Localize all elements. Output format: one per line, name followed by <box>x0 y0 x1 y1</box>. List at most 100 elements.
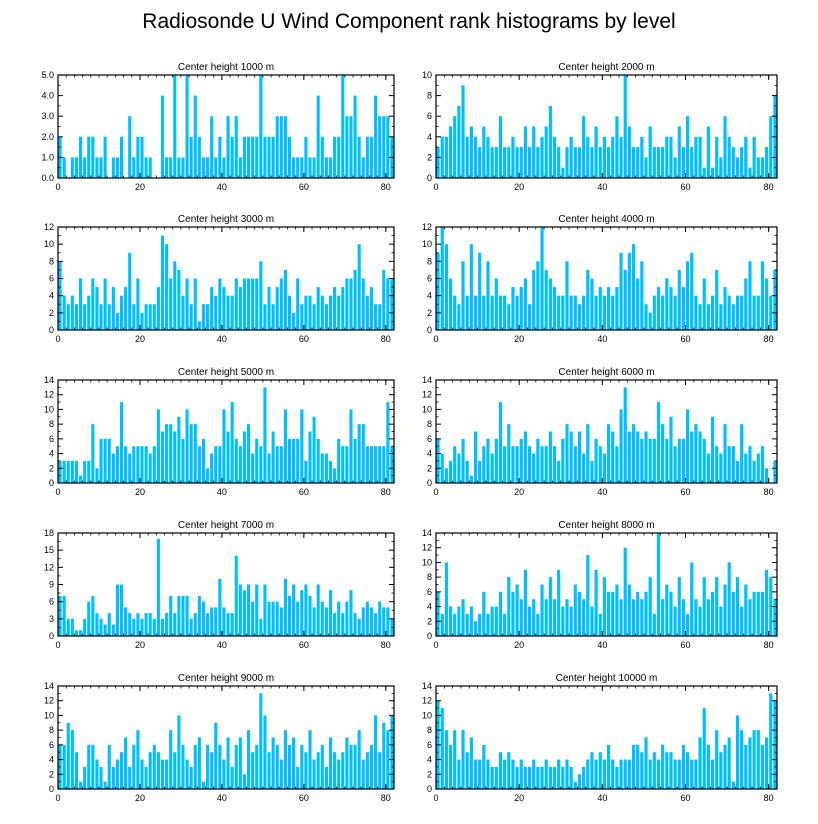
x-tick-label: 40 <box>217 793 227 803</box>
histogram-bar <box>686 261 690 330</box>
histogram-bar <box>283 730 287 789</box>
histogram-bar <box>132 304 136 330</box>
histogram-bar <box>615 116 619 178</box>
histogram-bar <box>144 613 148 636</box>
histogram-bar <box>710 591 715 636</box>
histogram-bar <box>453 613 457 636</box>
histogram-bar <box>210 116 214 178</box>
histogram-bar <box>238 157 242 178</box>
histogram-bar <box>552 766 557 789</box>
y-tick-label: 8 <box>427 572 432 582</box>
histogram-bar <box>744 136 748 178</box>
histogram-bar <box>279 607 283 636</box>
histogram-bar <box>548 766 552 789</box>
histogram-bar <box>152 744 156 789</box>
histogram-bar <box>341 446 345 483</box>
histogram-bar <box>66 304 70 330</box>
y-tick-label: 2 <box>49 769 54 779</box>
histogram-bar <box>607 147 611 178</box>
histogram-bar <box>765 737 769 789</box>
histogram-bar <box>669 416 673 483</box>
y-tick-label: 0 <box>49 478 54 488</box>
histogram-bar <box>498 402 503 483</box>
histogram-bar <box>210 287 214 330</box>
y-tick-label: 12 <box>422 696 432 706</box>
histogram-bar <box>598 446 602 483</box>
y-tick-label: 0 <box>49 631 54 641</box>
histogram-bar <box>328 295 333 330</box>
histogram-bar <box>706 599 710 636</box>
histogram-bar <box>74 460 78 483</box>
histogram-bar <box>661 424 665 483</box>
histogram-bar <box>230 402 234 483</box>
x-tick-label: 0 <box>55 793 60 803</box>
histogram-bar <box>582 453 586 483</box>
histogram-bar <box>748 737 752 789</box>
histogram-bar <box>623 75 627 178</box>
histogram-bar <box>283 409 287 483</box>
histogram-bar <box>760 446 765 483</box>
histogram-bar <box>136 446 140 483</box>
histogram-bar <box>648 759 652 789</box>
histogram-bar <box>702 577 706 636</box>
histogram-bar <box>87 295 91 330</box>
y-tick-label: 10 <box>44 239 54 249</box>
histogram-bar <box>128 453 132 483</box>
x-tick-label: 80 <box>381 793 391 803</box>
histogram-bar <box>673 606 677 636</box>
histogram-bar <box>561 167 565 178</box>
histogram-bar <box>694 136 698 178</box>
histogram-bar <box>490 147 494 178</box>
histogram-bar <box>669 752 673 789</box>
x-tick-label: 80 <box>381 182 391 192</box>
histogram-bar <box>473 431 478 483</box>
histogram-bar <box>316 287 320 330</box>
histogram-bar <box>328 157 333 178</box>
histogram-bar <box>515 295 519 330</box>
histogram-bar <box>453 730 457 789</box>
histogram-bar <box>652 613 656 636</box>
histogram-bar <box>296 438 300 483</box>
histogram-bar <box>292 438 296 483</box>
histogram-bar <box>197 446 201 483</box>
histogram-bar <box>222 759 226 789</box>
histogram-bar <box>328 460 333 483</box>
histogram-bar <box>752 460 756 483</box>
histogram-bar <box>627 431 631 483</box>
histogram-bar <box>640 136 644 178</box>
histogram-bar <box>263 136 267 178</box>
histogram-bar <box>727 446 731 483</box>
histogram-bar <box>473 295 478 330</box>
y-tick-label: 6 <box>427 274 432 284</box>
histogram-bar <box>652 438 656 483</box>
histogram-bar <box>333 136 337 178</box>
histogram-bar <box>185 595 189 636</box>
histogram-bar <box>527 606 532 636</box>
histogram-bar <box>523 431 527 483</box>
histogram-bar <box>723 287 727 330</box>
histogram-bar <box>694 599 698 636</box>
y-tick-label: 10 <box>422 404 432 414</box>
histogram-bar <box>91 744 95 789</box>
histogram-bar <box>267 287 271 330</box>
histogram-bar <box>636 591 640 636</box>
histogram-bar <box>115 312 119 330</box>
histogram-bar <box>744 584 748 636</box>
histogram-bar <box>723 584 727 636</box>
histogram-bar <box>594 759 598 789</box>
histogram-bar <box>540 227 544 330</box>
histogram-bar <box>328 737 333 789</box>
histogram-bar <box>234 278 238 330</box>
histogram-bar <box>444 562 448 636</box>
histogram-bar <box>465 295 469 330</box>
histogram-bar <box>160 95 165 178</box>
histogram-bar <box>577 774 582 789</box>
histogram-bar <box>91 595 95 636</box>
histogram-bar <box>511 591 515 636</box>
histogram-bar <box>552 287 557 330</box>
histogram-bar <box>731 591 735 636</box>
x-tick-label: 20 <box>135 182 145 192</box>
y-tick-label: 10 <box>422 710 432 720</box>
histogram-bar <box>132 744 136 789</box>
histogram-bar <box>177 416 181 483</box>
